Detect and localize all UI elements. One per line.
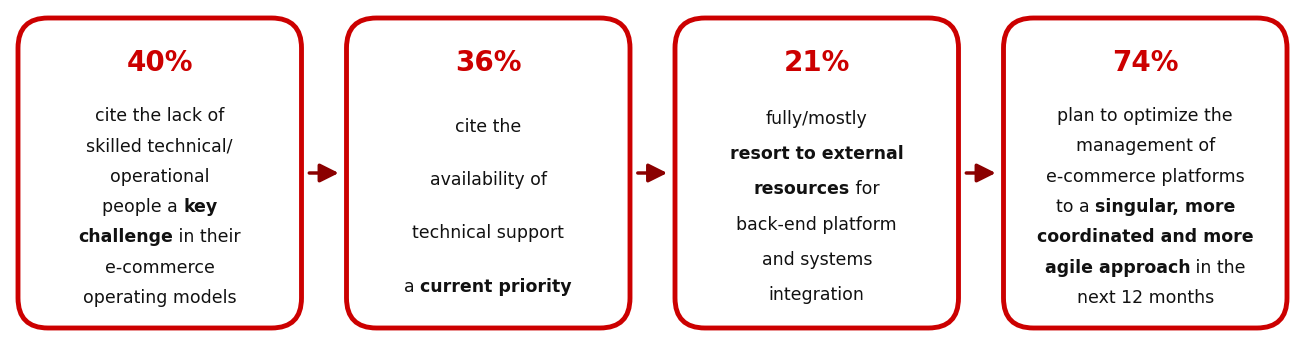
Text: for: for xyxy=(850,180,880,198)
Text: fully/mostly: fully/mostly xyxy=(766,110,868,128)
Text: key: key xyxy=(183,198,218,216)
Text: cite the lack of: cite the lack of xyxy=(95,107,224,125)
Text: current priority: current priority xyxy=(420,277,572,295)
Text: e-commerce: e-commerce xyxy=(104,258,215,276)
Text: singular, more: singular, more xyxy=(1095,198,1235,216)
Text: plan to optimize the: plan to optimize the xyxy=(1057,107,1233,125)
Text: 36%: 36% xyxy=(455,49,522,77)
Text: next 12 months: next 12 months xyxy=(1077,289,1214,307)
Text: back-end platform: back-end platform xyxy=(736,216,897,234)
Text: people a: people a xyxy=(102,198,183,216)
Text: to a: to a xyxy=(1056,198,1095,216)
Text: a: a xyxy=(405,277,420,295)
Text: 74%: 74% xyxy=(1112,49,1178,77)
FancyBboxPatch shape xyxy=(18,18,301,328)
Text: 40%: 40% xyxy=(127,49,193,77)
Text: technical support: technical support xyxy=(412,225,564,243)
Text: availability of: availability of xyxy=(429,172,547,190)
FancyBboxPatch shape xyxy=(347,18,630,328)
Text: resort to external: resort to external xyxy=(729,145,903,163)
FancyBboxPatch shape xyxy=(675,18,958,328)
Text: coordinated and more: coordinated and more xyxy=(1037,228,1254,246)
Text: e-commerce platforms: e-commerce platforms xyxy=(1045,168,1245,186)
Text: in the: in the xyxy=(1190,258,1246,276)
Text: and systems: and systems xyxy=(762,251,872,269)
Text: management of: management of xyxy=(1075,137,1215,155)
Text: 21%: 21% xyxy=(783,49,850,77)
Text: in their: in their xyxy=(174,228,241,246)
Text: agile approach: agile approach xyxy=(1045,258,1190,276)
Text: operating models: operating models xyxy=(84,289,236,307)
Text: skilled technical/: skilled technical/ xyxy=(86,137,234,155)
FancyBboxPatch shape xyxy=(1004,18,1287,328)
Text: integration: integration xyxy=(769,286,865,304)
Text: resources: resources xyxy=(754,180,850,198)
Text: operational: operational xyxy=(110,168,210,186)
Text: challenge: challenge xyxy=(78,228,174,246)
Text: cite the: cite the xyxy=(455,118,522,137)
